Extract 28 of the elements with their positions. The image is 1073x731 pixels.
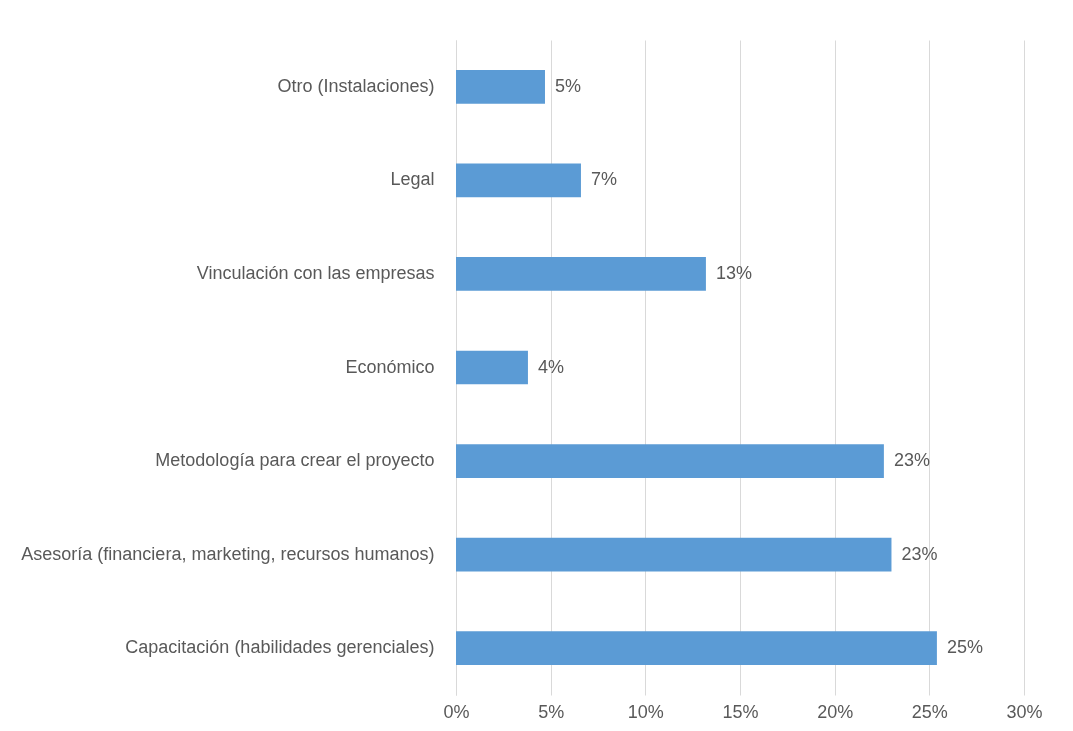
bar [456, 69, 545, 104]
y-tick-label: Metodología para crear el proyecto [155, 450, 435, 471]
bar [456, 163, 581, 198]
data-label: 23% [893, 450, 930, 471]
x-tick-label: 10% [627, 701, 664, 722]
x-tick-label: 0% [443, 701, 470, 722]
data-label: 7% [590, 169, 617, 190]
y-tick-label: Económico [345, 356, 435, 377]
y-tick-label: Capacitación (habilidades gerenciales) [125, 637, 435, 658]
data-label: 25% [946, 637, 983, 658]
x-tick-label: 5% [538, 701, 565, 722]
bar [456, 350, 528, 385]
y-tick-label: Vinculación con las empresas [196, 262, 435, 283]
data-label: 13% [715, 262, 752, 283]
data-label: 5% [554, 75, 581, 96]
y-tick-label: Asesoría (financiera, marketing, recursos humanos) [21, 543, 435, 564]
x-tick-label: 15% [722, 701, 759, 722]
x-tick-label: 20% [817, 701, 854, 722]
data-label: 23% [901, 543, 938, 564]
bar [456, 631, 937, 666]
x-tick-label: 25% [911, 701, 948, 722]
x-tick-label: 30% [1006, 701, 1043, 722]
bar [456, 537, 892, 572]
y-tick-label: Otro (Instalaciones) [277, 75, 435, 96]
data-label: 4% [537, 356, 564, 377]
bar [456, 257, 706, 291]
bar [456, 444, 884, 478]
y-tick-label: Legal [390, 169, 435, 190]
